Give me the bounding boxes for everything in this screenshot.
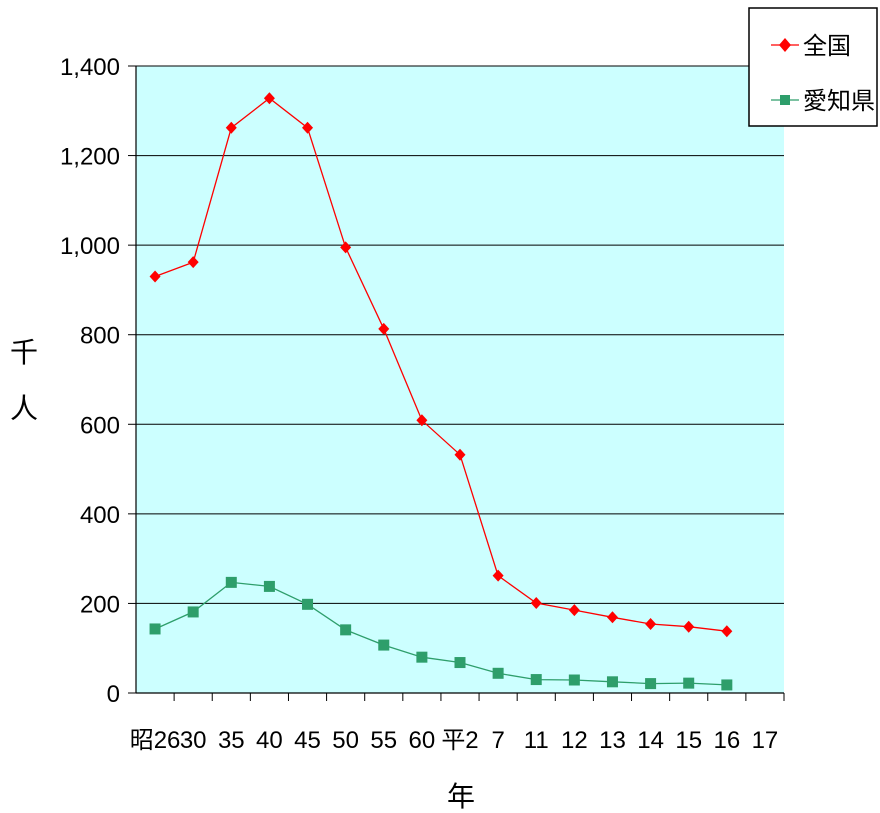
y-tick-label-1000: 1,000 <box>60 233 120 260</box>
legend: 全国 愛知県 <box>748 7 878 127</box>
series-1-point-13 <box>645 678 657 690</box>
series-0-point-3 <box>263 92 275 105</box>
series-0-point-10 <box>530 596 542 609</box>
series-0-point-14 <box>683 620 695 633</box>
series-1-point-2 <box>225 576 237 588</box>
x-tick-label-10: 11 <box>524 727 549 754</box>
series-1-point-10 <box>530 674 542 686</box>
series-0-point-9 <box>492 569 504 582</box>
series-0-point-5 <box>340 241 352 254</box>
series-0-point-13 <box>645 618 657 631</box>
series-1-point-1 <box>187 606 199 618</box>
series-1-point-9 <box>492 667 504 679</box>
y-tick-label-1200: 1,200 <box>60 144 120 171</box>
series-1-point-3 <box>263 580 275 592</box>
x-tick-label-6: 55 <box>370 727 397 754</box>
series-line-1 <box>154 581 727 686</box>
y-tick-label-800: 800 <box>80 323 120 350</box>
x-tick-label-2: 35 <box>218 727 245 754</box>
series-1-point-14 <box>683 677 695 689</box>
series-1-point-4 <box>302 598 314 610</box>
series-0-point-12 <box>606 611 618 624</box>
series-0-point-2 <box>225 121 237 134</box>
x-tick-label-1: 30 <box>180 727 207 754</box>
x-tick-label-8: 平2 <box>441 727 478 754</box>
series-1-point-8 <box>454 657 466 669</box>
x-tick-label-15: 16 <box>713 727 740 754</box>
series-1-point-6 <box>378 639 390 651</box>
series-0-point-15 <box>721 625 733 638</box>
axes <box>128 65 785 701</box>
x-tick-label-13: 14 <box>637 727 664 754</box>
series-1-point-0 <box>149 623 161 635</box>
y-tick-label-200: 200 <box>80 591 120 618</box>
legend-label-0: 全国 <box>803 32 851 60</box>
y-axis-title-1: 千 <box>10 336 38 369</box>
y-tick-label-0: 0 <box>107 681 120 708</box>
x-tick-label-12: 13 <box>599 727 626 754</box>
x-tick-label-4: 45 <box>294 727 321 754</box>
gridlines <box>136 65 784 604</box>
series-line-0 <box>154 97 727 632</box>
series-0-point-8 <box>454 448 466 461</box>
legend-label-1: 愛知県 <box>803 87 875 115</box>
series-0-point-4 <box>302 121 314 134</box>
series-1-point-15 <box>721 679 733 691</box>
x-tick-label-14: 15 <box>675 727 702 754</box>
series-0-point-0 <box>149 270 161 283</box>
series-0-point-1 <box>187 256 199 269</box>
series-layer <box>149 92 733 691</box>
y-tick-labels: 0 200 400 600 800 1,000 1,200 1,400 <box>60 54 120 708</box>
x-tick-label-16: 17 <box>752 727 779 754</box>
series-1-point-12 <box>606 676 618 688</box>
series-0-point-7 <box>416 414 428 427</box>
x-tick-label-3: 40 <box>256 727 283 754</box>
y-axis-title-2: 人 <box>10 392 38 425</box>
series-1-point-11 <box>568 674 580 686</box>
x-tick-label-7: 60 <box>409 727 436 754</box>
x-tick-label-5: 50 <box>332 727 359 754</box>
plot-area <box>136 66 784 693</box>
x-axis-title: 年 <box>447 780 475 813</box>
legend-marker-0 <box>779 38 791 52</box>
y-tick-label-1400: 1,400 <box>60 54 120 81</box>
legend-box <box>748 7 878 127</box>
series-0-point-6 <box>378 322 390 335</box>
x-tick-label-9: 7 <box>491 727 504 754</box>
y-tick-label-600: 600 <box>80 412 120 439</box>
x-tick-labels: 昭26 30 35 40 45 50 55 60 平2 7 11 12 13 14 15 16 17 <box>130 727 779 754</box>
y-tick-label-400: 400 <box>80 502 120 529</box>
series-1-point-5 <box>340 624 352 636</box>
series-1-point-7 <box>416 651 428 663</box>
legend-marker-1 <box>780 95 790 105</box>
x-tick-label-11: 12 <box>561 727 588 754</box>
x-tick-label-0: 昭26 <box>130 727 181 754</box>
series-0-point-11 <box>568 604 580 617</box>
